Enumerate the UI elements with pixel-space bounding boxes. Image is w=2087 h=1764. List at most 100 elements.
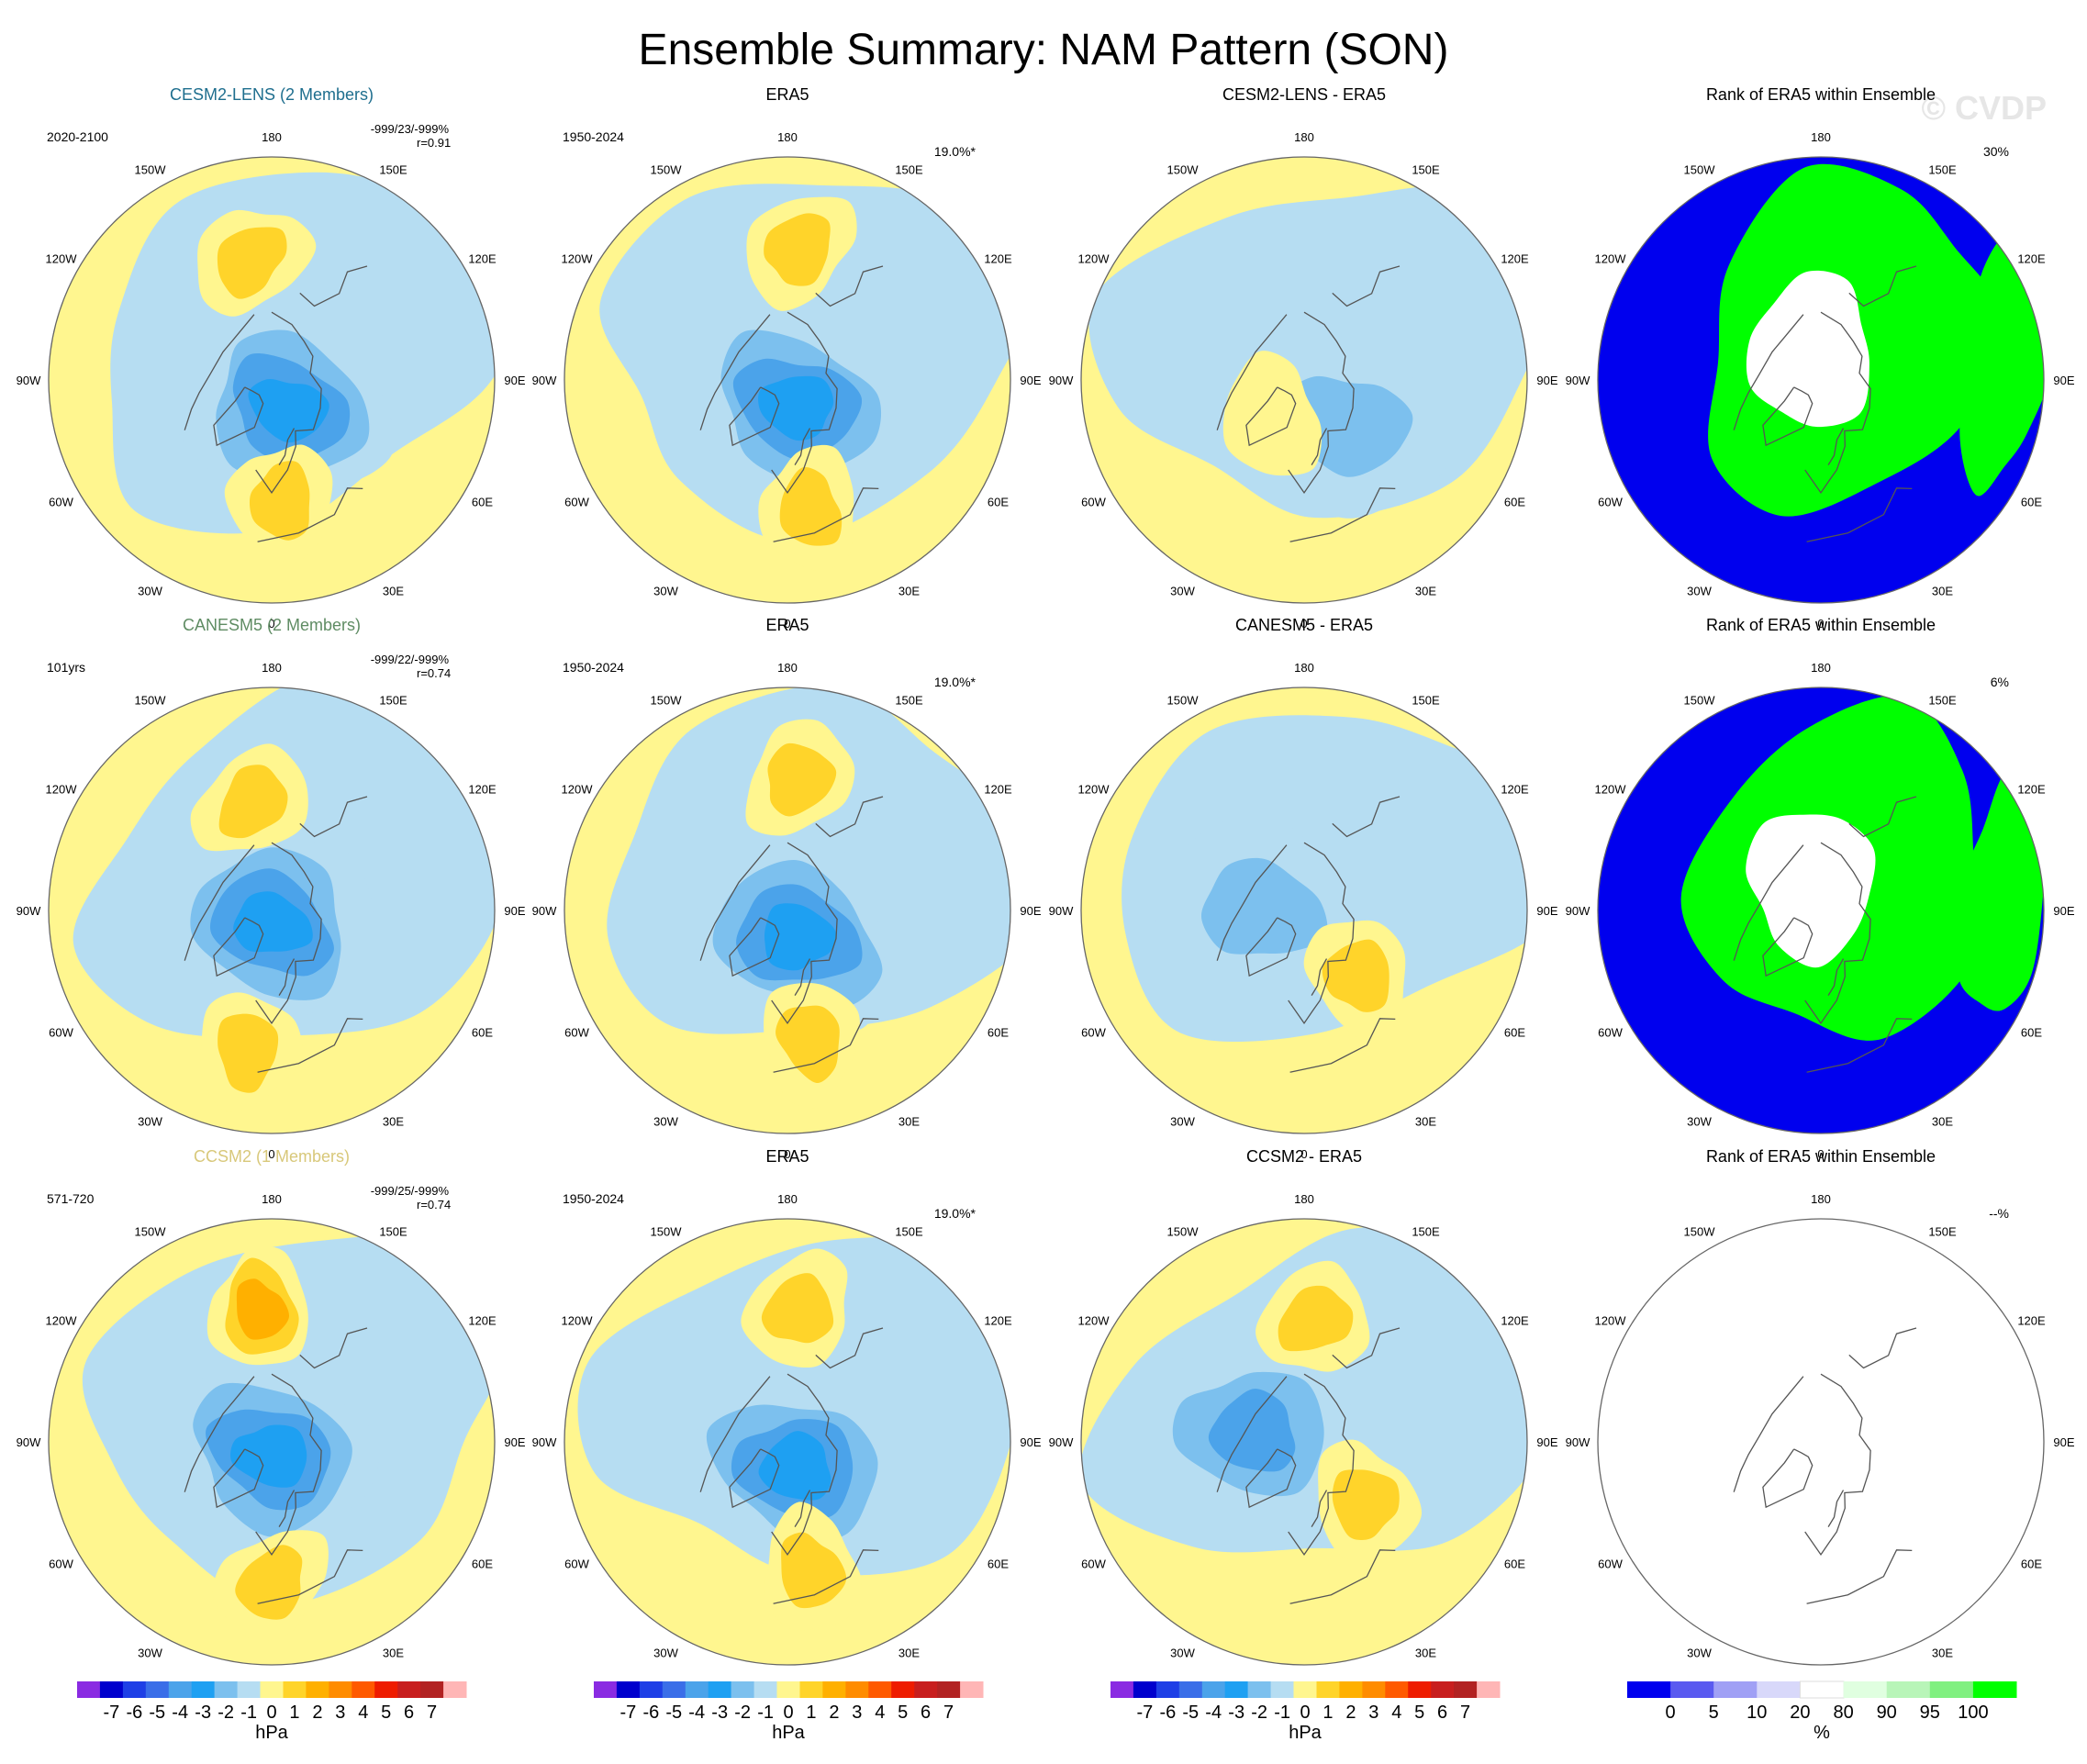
- lon-label: 180: [777, 1192, 798, 1206]
- lon-label: 0: [1817, 1147, 1824, 1161]
- colorbar-swatch: [443, 1681, 467, 1698]
- percent-label: --%: [1989, 1206, 2009, 1221]
- coastline-4: [794, 958, 811, 996]
- positive-contour: [218, 1013, 279, 1093]
- positive-contour: [761, 1273, 834, 1344]
- lon-label: 120E: [1501, 1314, 1529, 1328]
- coastline-4: [278, 958, 296, 996]
- coastline-1: [729, 917, 780, 977]
- colorbar-label: -3: [195, 1703, 211, 1723]
- colorbar-swatch: [122, 1681, 147, 1698]
- coastline-4: [1827, 428, 1845, 465]
- coastline-3: [1806, 1549, 1913, 1604]
- lon-label: 150E: [895, 1225, 923, 1239]
- lon-label: 90W: [17, 1435, 41, 1449]
- coastline-5: [299, 265, 368, 307]
- colorbar-label: -2: [1251, 1703, 1267, 1723]
- colorbar-label: 80: [1833, 1703, 1853, 1723]
- coastline-2: [255, 311, 322, 495]
- colorbar-swatch: [306, 1681, 329, 1698]
- panel-title: Rank of ERA5 within Ensemble: [1706, 616, 1936, 634]
- colorbar-swatch: [1713, 1681, 1758, 1698]
- map-field: [564, 687, 1010, 1133]
- colorbar-swatch: [1408, 1681, 1432, 1698]
- coastline-2: [255, 842, 322, 1025]
- coastline-3: [773, 1549, 879, 1604]
- colorbar-label: -6: [643, 1703, 660, 1723]
- colorbar-swatch: [1110, 1681, 1134, 1698]
- coastline-1: [1762, 1448, 1814, 1509]
- coastline-3: [257, 487, 363, 542]
- lon-label: 60W: [564, 496, 589, 509]
- lon-label: 150W: [1167, 1225, 1200, 1239]
- lon-label: 120E: [468, 252, 497, 266]
- lon-label: 90W: [532, 1435, 557, 1449]
- map-boundary: [1597, 1218, 2045, 1666]
- colorbar-label: 6: [921, 1703, 931, 1723]
- coastline-0: [184, 314, 255, 430]
- lon-label: 120W: [1078, 783, 1110, 797]
- negative-contour: [230, 1424, 307, 1488]
- coastline-0: [1733, 1376, 1804, 1492]
- coastline-5: [815, 796, 884, 838]
- map-panel: 180 150E 120E 90E 60E 30E 0 30W 60W 90W 120W 150W Ra…: [1566, 85, 2075, 631]
- lon-label: 180: [1811, 1192, 1831, 1206]
- lon-label: 30E: [1415, 585, 1436, 598]
- lon-label: 150E: [1928, 163, 1957, 177]
- colorbar-label: 5: [1709, 1703, 1719, 1723]
- percent-label: 30%: [1983, 144, 2009, 159]
- rank-empty: [1598, 1219, 2044, 1665]
- coastline-1: [1762, 917, 1814, 977]
- lon-label: 120E: [1501, 252, 1529, 266]
- positive-contour: [1332, 1469, 1400, 1541]
- coastline-3: [257, 1018, 363, 1073]
- lon-label: 60E: [2021, 1557, 2042, 1571]
- coastline-4: [794, 1490, 811, 1527]
- map-panel: 180 150E 120E 90E 60E 30E 0 30W 60W 90W 120W 150W CA…: [1049, 616, 1558, 1161]
- lon-label: 60W: [1081, 1026, 1106, 1040]
- map-field: [1598, 687, 2044, 1133]
- positive-contour: [235, 1545, 303, 1620]
- colorbar-label: -1: [1274, 1703, 1290, 1723]
- coastline-4: [278, 428, 296, 465]
- map-panel: 180 150E 120E 90E 60E 30E 0 30W 60W 90W 120W 150W CC…: [1049, 1147, 1558, 1692]
- lon-label: 60E: [472, 496, 493, 509]
- coastline-4: [1311, 1490, 1328, 1527]
- map-boundary: [1080, 1218, 1528, 1666]
- map-boundary: [1597, 156, 2045, 604]
- map-panel: 180 150E 120E 90E 60E 30E 0 30W 60W 90W 120W 150W CC…: [17, 1147, 526, 1692]
- coastline-0: [1216, 1376, 1288, 1492]
- lon-label: 120W: [46, 1314, 78, 1328]
- coastline-2: [771, 1373, 838, 1557]
- map-field: [1081, 157, 1527, 603]
- stats-label: r=0.74: [417, 1198, 451, 1211]
- coastline-1: [1245, 917, 1297, 977]
- lon-label: 120W: [1595, 783, 1627, 797]
- lon-label: 90E: [1020, 1435, 1041, 1449]
- lon-label: 180: [1294, 130, 1314, 144]
- period-label: 571-720: [47, 1191, 95, 1206]
- lon-label: 120E: [984, 252, 1012, 266]
- map-panel: 180 150E 120E 90E 60E 30E 0 30W 60W 90W 120W 150W Ra…: [1566, 1147, 2075, 1692]
- colorbar-swatch: [776, 1681, 800, 1698]
- lon-label: 90W: [1566, 374, 1590, 387]
- lon-label: 180: [262, 130, 282, 144]
- lon-label: 90E: [1536, 374, 1557, 387]
- map-field: [49, 157, 495, 603]
- map-boundary: [1080, 156, 1528, 604]
- percent-label: 19.0%*: [934, 675, 977, 689]
- colorbar-label: -7: [1137, 1703, 1154, 1723]
- panel-title: ERA5: [765, 616, 809, 634]
- lon-label: 30E: [1415, 1115, 1436, 1129]
- map-panel: 180 150E 120E 90E 60E 30E 0 30W 60W 90W 120W 150W ER…: [532, 1147, 1042, 1692]
- lon-label: 120W: [562, 252, 594, 266]
- colorbar-swatch: [1270, 1681, 1294, 1698]
- colorbar-swatch: [352, 1681, 375, 1698]
- map-panel: 180 150E 120E 90E 60E 30E 0 30W 60W 90W 120W 150W CA…: [17, 616, 526, 1161]
- lon-label: 60E: [988, 1026, 1009, 1040]
- colorbar-label: -7: [104, 1703, 120, 1723]
- coastline-3: [773, 487, 879, 542]
- colorbar-swatch: [753, 1681, 777, 1698]
- colorbar-label: 4: [875, 1703, 885, 1723]
- colorbar-label: 90: [1877, 1703, 1897, 1723]
